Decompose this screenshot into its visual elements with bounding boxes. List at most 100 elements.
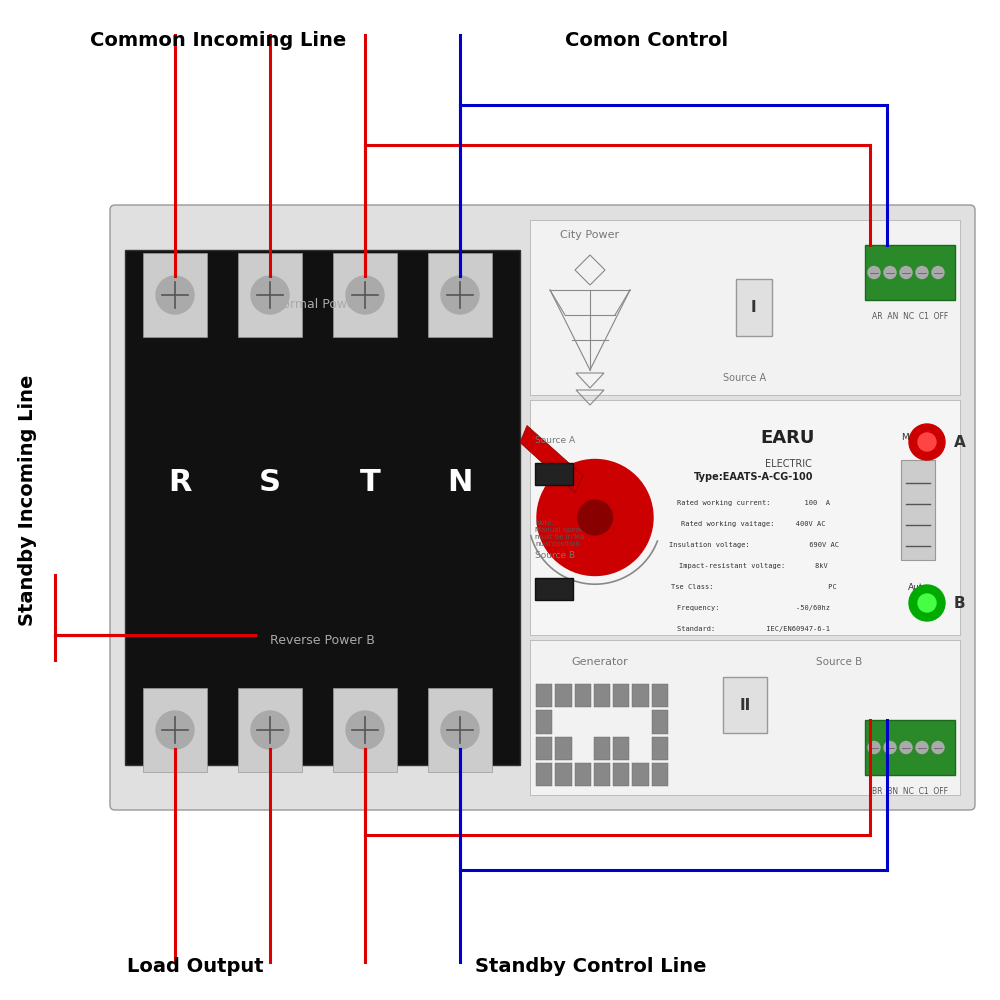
Text: Auto: Auto	[907, 583, 928, 592]
Text: Source A: Source A	[723, 373, 767, 383]
Circle shape	[932, 742, 944, 754]
Circle shape	[900, 742, 912, 754]
Circle shape	[932, 266, 944, 278]
Bar	[652, 684, 668, 707]
Bar	[632, 763, 649, 786]
Bar	[143, 688, 207, 772]
Bar	[530, 400, 960, 635]
Bar	[575, 763, 591, 786]
Bar	[594, 684, 610, 707]
Text: Type:EAATS-A-CG-100: Type:EAATS-A-CG-100	[694, 472, 813, 482]
Circle shape	[918, 594, 936, 612]
Circle shape	[884, 742, 896, 754]
Text: Comon Control: Comon Control	[565, 30, 728, 49]
Bar	[536, 763, 552, 786]
Text: Manual: Manual	[902, 433, 934, 442]
Bar	[555, 684, 572, 707]
Text: ELECTRIC: ELECTRIC	[765, 459, 811, 469]
Text: Rated working vaitage:     400V AC: Rated working vaitage: 400V AC	[681, 521, 826, 527]
Circle shape	[441, 276, 479, 314]
Text: T: T	[360, 468, 380, 497]
Bar	[428, 688, 492, 772]
Circle shape	[346, 711, 384, 749]
Circle shape	[909, 585, 945, 621]
Bar	[652, 710, 668, 734]
Bar	[530, 640, 960, 795]
Circle shape	[884, 266, 896, 278]
Text: Reverse Power B: Reverse Power B	[270, 634, 375, 647]
Polygon shape	[520, 426, 583, 493]
Text: A: A	[954, 435, 966, 450]
Text: Generator: Generator	[572, 657, 628, 667]
Text: Normal Power A: Normal Power A	[273, 298, 372, 312]
Text: Note:
Manual opeartion
must be in'Ma-
nual'position: Note: Manual opeartion must be in'Ma- nu…	[535, 520, 596, 547]
Bar	[613, 684, 629, 707]
Text: AR  AN  NC  C1  OFF: AR AN NC C1 OFF	[872, 312, 948, 321]
Text: I: I	[751, 300, 756, 315]
Circle shape	[578, 500, 612, 535]
Bar	[555, 763, 572, 786]
Circle shape	[909, 424, 945, 460]
Bar	[652, 763, 668, 786]
Text: Impact-resistant voltage:       8kV: Impact-resistant voltage: 8kV	[679, 563, 828, 569]
Bar	[143, 253, 207, 337]
Bar	[428, 253, 492, 337]
Bar	[536, 684, 552, 707]
Bar	[865, 720, 955, 775]
Bar	[613, 763, 629, 786]
Bar	[865, 245, 955, 300]
Bar	[535, 578, 573, 600]
Bar	[238, 688, 302, 772]
Bar	[238, 253, 302, 337]
Text: Load Output: Load Output	[127, 958, 263, 976]
Text: II: II	[739, 698, 751, 712]
Circle shape	[156, 711, 194, 749]
Circle shape	[900, 266, 912, 278]
Circle shape	[918, 433, 936, 451]
Text: R: R	[168, 468, 192, 497]
Bar	[530, 220, 960, 395]
Circle shape	[537, 460, 653, 576]
Bar	[333, 688, 397, 772]
Bar	[536, 710, 552, 734]
FancyBboxPatch shape	[110, 205, 975, 810]
Text: EARU: EARU	[761, 429, 815, 447]
Circle shape	[916, 742, 928, 754]
Text: Standard:            IEC/EN60947-6-1: Standard: IEC/EN60947-6-1	[677, 626, 830, 632]
Text: Common Incoming Line: Common Incoming Line	[90, 30, 346, 49]
Bar	[575, 684, 591, 707]
Text: Frequency:                  -50/60hz: Frequency: -50/60hz	[677, 605, 830, 611]
Bar	[594, 736, 610, 760]
Bar	[555, 736, 572, 760]
Bar	[901, 460, 935, 560]
Bar	[632, 684, 649, 707]
Circle shape	[441, 711, 479, 749]
Bar	[613, 736, 629, 760]
Bar	[125, 250, 520, 765]
Text: B: B	[954, 595, 966, 610]
Circle shape	[868, 266, 880, 278]
Text: Insulation voltage:              690V AC: Insulation voltage: 690V AC	[669, 542, 839, 548]
Bar	[333, 253, 397, 337]
Text: Source A: Source A	[535, 436, 575, 445]
Text: BR  BN  NC  C1  OFF: BR BN NC C1 OFF	[872, 787, 948, 796]
Text: N: N	[447, 468, 473, 497]
Text: Tse Class:                           PC: Tse Class: PC	[671, 584, 836, 590]
Text: Standby Control Line: Standby Control Line	[475, 958, 706, 976]
Circle shape	[156, 276, 194, 314]
Bar	[736, 279, 772, 336]
Text: Source B: Source B	[535, 551, 575, 560]
Bar	[535, 463, 573, 485]
Circle shape	[868, 742, 880, 754]
Text: City Power: City Power	[560, 230, 620, 240]
Circle shape	[916, 266, 928, 278]
Bar	[594, 763, 610, 786]
Circle shape	[251, 276, 289, 314]
Text: Standby Incoming Line: Standby Incoming Line	[18, 374, 38, 626]
Text: S: S	[259, 468, 281, 497]
Text: Rated working current:        100  A: Rated working current: 100 A	[677, 500, 830, 506]
Circle shape	[346, 276, 384, 314]
Bar	[652, 736, 668, 760]
Bar	[723, 677, 767, 733]
Circle shape	[251, 711, 289, 749]
